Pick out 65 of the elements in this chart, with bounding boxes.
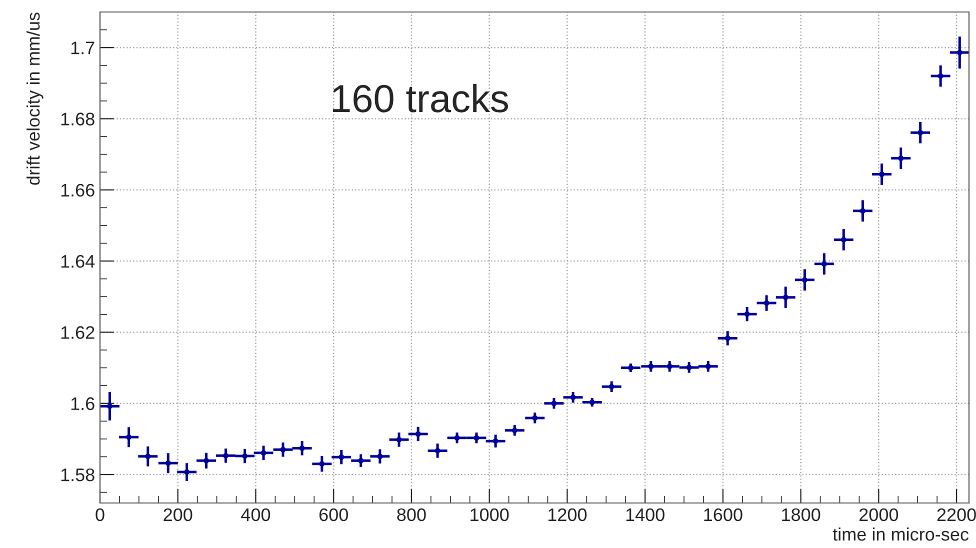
point [492, 438, 498, 444]
point [666, 364, 672, 370]
x-tick-label: 1800 [782, 508, 820, 522]
point [280, 446, 286, 452]
point [415, 431, 421, 437]
y-tick-label: 1.68 [61, 112, 94, 126]
y-axis-title: drift velocity in mm/us [26, 12, 44, 185]
point [724, 335, 730, 342]
point [299, 445, 305, 451]
point [821, 261, 827, 267]
y-tick-label: 1.6 [71, 397, 94, 410]
point [705, 364, 711, 370]
point [165, 460, 171, 466]
point [744, 311, 750, 317]
point [126, 434, 132, 440]
point [377, 454, 383, 460]
point [434, 448, 440, 454]
point [222, 452, 229, 458]
y-tick-label: 1.7 [71, 42, 94, 54]
point [319, 461, 325, 467]
x-tick-label: 400 [241, 508, 270, 522]
point [532, 415, 538, 421]
point [204, 458, 210, 464]
point [474, 435, 480, 441]
point [918, 130, 924, 136]
point [860, 208, 866, 214]
point [938, 73, 944, 79]
point [608, 384, 614, 390]
point [551, 400, 557, 406]
x-tick-label: 2200 [937, 508, 976, 522]
point [260, 450, 266, 456]
point [956, 50, 962, 56]
x-tick-label: 1000 [470, 508, 509, 522]
annotation: 160 tracks [332, 84, 508, 112]
x-axis-title: time in micro-sec [832, 527, 969, 541]
point [764, 300, 770, 306]
point [358, 458, 364, 464]
point [570, 394, 576, 400]
point [145, 454, 151, 460]
point [648, 364, 654, 370]
point [686, 364, 692, 370]
x-tick-label: 800 [397, 508, 426, 522]
point [840, 236, 846, 242]
x-tick-label: 1600 [704, 508, 742, 522]
y-tick-label: 1.62 [61, 326, 94, 339]
x-tick-label: 600 [319, 508, 348, 522]
point [802, 277, 808, 283]
point [782, 294, 788, 300]
y-tick-label: 1.66 [61, 184, 94, 197]
x-tick-label: 1400 [626, 508, 664, 522]
point [454, 435, 460, 441]
point [512, 428, 518, 434]
x-tick-label: 2000 [860, 508, 898, 522]
point [184, 469, 190, 475]
point [242, 453, 248, 459]
point [396, 436, 402, 442]
point [338, 454, 344, 460]
point [879, 171, 885, 178]
y-tick-label: 1.58 [61, 468, 94, 482]
point [106, 403, 113, 409]
point [898, 155, 904, 162]
x-tick-label: 1200 [548, 508, 587, 522]
x-tick-label: 0 [96, 508, 104, 522]
x-tick-label: 200 [164, 508, 192, 522]
y-tick-label: 1.64 [61, 254, 95, 268]
